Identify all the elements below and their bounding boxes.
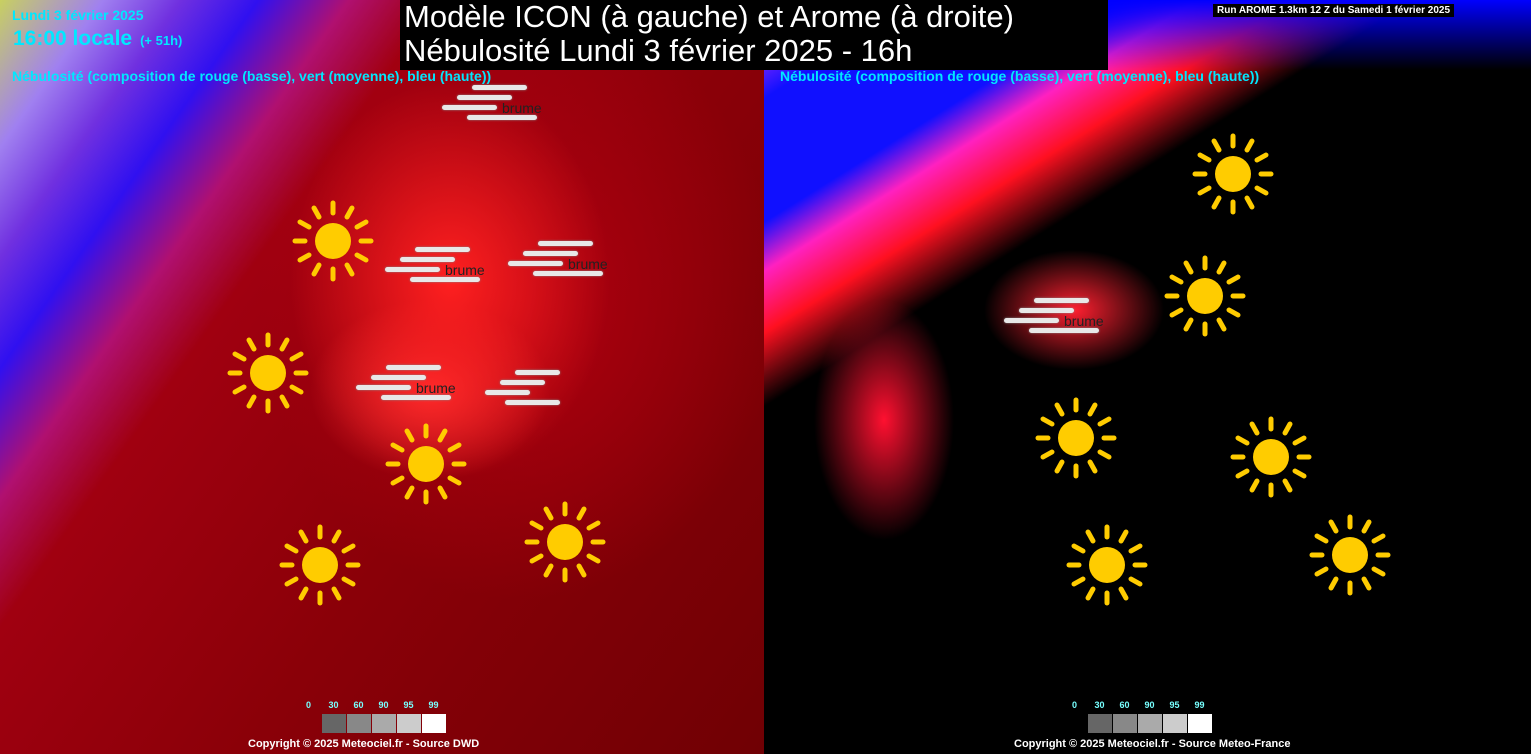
sun-icon — [1065, 523, 1149, 607]
sun-icon — [523, 500, 607, 584]
brume-icon: brume — [1004, 298, 1114, 348]
legend-text-left: Nébulosité (composition de rouge (basse)… — [12, 68, 492, 84]
cloud-cover-scale: 0 30 60 90 95 99 — [296, 700, 447, 733]
brume-icon: brume — [385, 247, 495, 297]
brume-label: brume — [445, 262, 485, 278]
brume-icon: brume — [508, 241, 618, 291]
brume-icon: brume — [356, 365, 466, 415]
brume-label: brume — [568, 256, 608, 272]
page-title: Modèle ICON (à gauche) et Arome (à droit… — [400, 0, 1108, 70]
sun-icon — [1308, 513, 1392, 597]
sun-icon — [1163, 254, 1247, 338]
brume-label: brume — [416, 380, 456, 396]
arome-model-map: Nébulosité (composition de rouge (basse)… — [764, 0, 1531, 754]
forecast-offset: (+ 51h) — [140, 33, 183, 48]
sun-icon — [384, 422, 468, 506]
cloud-cover-scale: 0 30 60 90 95 99 — [1062, 700, 1213, 733]
sun-icon — [1034, 396, 1118, 480]
mist-icon — [485, 370, 595, 420]
brume-icon: brume — [442, 85, 552, 135]
sun-icon — [226, 331, 310, 415]
copyright-left: Copyright © 2025 Meteociel.fr - Source D… — [248, 738, 480, 750]
sun-icon — [291, 199, 375, 283]
copyright-right: Copyright © 2025 Meteociel.fr - Source M… — [1014, 738, 1291, 750]
forecast-date: Lundi 3 février 2025 — [12, 7, 144, 23]
forecast-time: 16:00 locale (+ 51h) — [13, 27, 183, 50]
legend-text-right: Nébulosité (composition de rouge (basse)… — [780, 68, 1260, 84]
sun-icon — [1229, 415, 1313, 499]
brume-label: brume — [1064, 313, 1104, 329]
brume-label: brume — [502, 100, 542, 116]
sun-icon — [278, 523, 362, 607]
icon-model-map: Nébulosité (composition de rouge (basse)… — [0, 0, 764, 754]
run-info: Run AROME 1.3km 12 Z du Samedi 1 février… — [1213, 4, 1455, 17]
sun-icon — [1191, 132, 1275, 216]
